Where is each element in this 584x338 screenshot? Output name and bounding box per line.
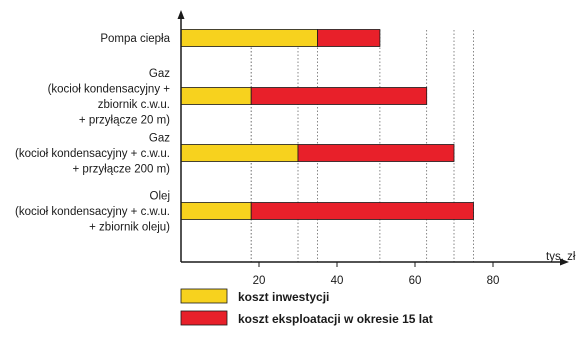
category-label-line: + przyłącze 200 m) — [73, 164, 171, 176]
x-ticks: 20 40 60 80 — [253, 262, 500, 287]
legend-label: koszt inwestycji — [238, 290, 329, 304]
x-unit-label: tys. zł — [546, 251, 576, 263]
legend-swatch — [180, 310, 228, 326]
category-label-line: (kocioł kondensacyjny + c.w.u. — [15, 148, 170, 160]
x-tick-label: 60 — [409, 275, 422, 287]
category-label-line: Olej — [150, 191, 170, 203]
category-labels: Pompa ciepła Gaz (kocioł kondensacyjny + zb… — [15, 33, 171, 234]
category-label-line: (kocioł kondensacyjny + — [48, 83, 171, 95]
x-tick-label: 20 — [253, 275, 266, 287]
bar-segment — [180, 144, 299, 162]
category-label-line: Pompa ciepła — [100, 33, 170, 45]
x-tick-label: 80 — [487, 275, 500, 287]
category-label-line: Gaz — [149, 133, 170, 145]
axes — [177, 10, 569, 266]
legend-label: koszt eksploatacji w okresie 15 lat — [238, 312, 433, 326]
legend-swatch — [180, 288, 228, 304]
bars — [180, 29, 474, 220]
x-tick-label: 40 — [331, 275, 344, 287]
bar-segment — [250, 87, 428, 105]
category-label-line: + przyłącze 20 m) — [79, 114, 170, 126]
x-axis-arrow — [560, 258, 569, 266]
legend: koszt inwestycji koszt eksploatacji w okr… — [180, 288, 433, 326]
bar-segment — [297, 144, 455, 162]
category-label-line: Gaz — [149, 68, 170, 80]
category-label-line: + zbiornik oleju) — [89, 222, 170, 234]
bar-segment — [317, 29, 381, 47]
category-label-line: zbiornik c.w.u. — [98, 99, 170, 111]
bar-segment — [180, 202, 252, 220]
bar-segment — [250, 202, 474, 220]
y-axis-arrow — [177, 10, 185, 19]
category-label-line: (kocioł kondensacyjny + c.w.u. — [15, 206, 170, 218]
bar-segment — [180, 29, 318, 47]
bar-segment — [180, 87, 252, 105]
